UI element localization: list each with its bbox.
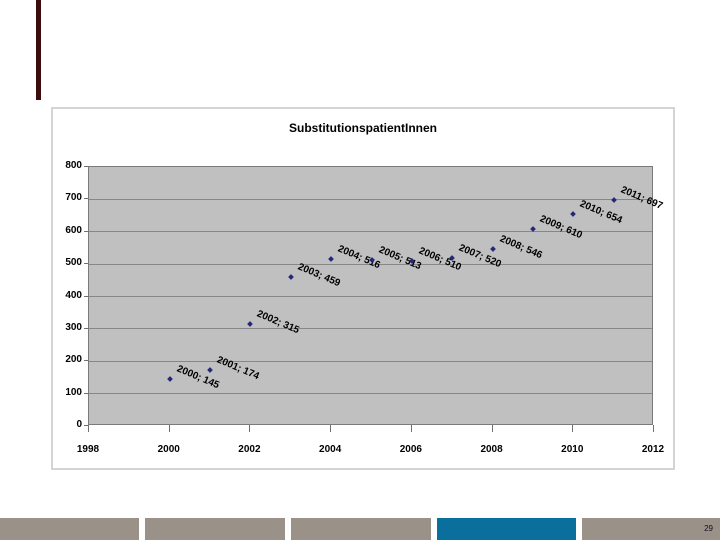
y-axis-tick-label: 600 (65, 224, 82, 236)
data-point-label: 2008; 546 (497, 233, 544, 262)
chart-frame: SubstitutionspatientInnen 2000; 145 2001;… (51, 107, 675, 470)
slide-accent-bar (36, 0, 41, 100)
data-point (570, 211, 577, 218)
plot-area: 2000; 145 2001; 174 2002; 315 2003; 459 2004… (88, 166, 664, 425)
y-axis-tick-label: 800 (65, 160, 82, 171)
y-axis-tick-label: 700 (65, 192, 82, 204)
x-axis-tick-label: 2006 (399, 444, 422, 455)
gridline (89, 263, 652, 265)
data-point-label: 2005; 513 (376, 244, 423, 273)
gridline (89, 231, 652, 233)
y-axis-tick-mark (84, 230, 88, 232)
y-axis-tick-mark (84, 360, 88, 362)
data-point-label: 2002; 315 (255, 308, 302, 337)
data-point (610, 197, 617, 204)
data-point-label: 2009; 610 (537, 212, 584, 241)
footer-bar-segment (0, 518, 139, 540)
y-axis-tick-label: 500 (65, 257, 82, 269)
gridline (89, 393, 652, 395)
data-point-label: 2006; 510 (416, 245, 463, 274)
page-number: 29 (704, 524, 713, 533)
data-point-label: 2007; 520 (457, 242, 504, 270)
gridline (89, 360, 652, 362)
footer-bar-segment (291, 518, 431, 540)
x-axis-tick-mark (330, 425, 332, 432)
y-axis-tick-label: 400 (65, 289, 82, 301)
x-axis-tick-label: 1998 (76, 444, 100, 455)
x-axis-tick-label: 2010 (561, 444, 584, 455)
x-axis-tick-mark (168, 425, 170, 432)
data-point (166, 376, 173, 382)
data-point-label: 2010; 654 (578, 198, 625, 227)
x-axis-tick-label: 2008 (480, 444, 503, 455)
data-point-label: 2003; 459 (295, 261, 342, 290)
data-point-label: 2004; 516 (336, 243, 382, 272)
y-axis-tick-mark (84, 425, 88, 426)
footer-bar-strip (0, 518, 720, 540)
data-point-label: 2000; 145 (174, 363, 221, 392)
footer-bar-highlight (437, 518, 576, 540)
data-point (287, 274, 294, 281)
x-axis-tick-mark (410, 425, 412, 432)
gridline (89, 198, 652, 200)
footer-bar-segment (582, 518, 720, 540)
y-axis-tick-label: 100 (65, 386, 82, 398)
data-point-label: 2001; 174 (215, 354, 261, 382)
y-axis-tick-label: 200 (65, 354, 82, 366)
x-axis-tick-label: 2004 (319, 444, 342, 455)
data-point (489, 246, 496, 253)
x-axis-tick-label: 2002 (238, 444, 261, 455)
y-axis-tick-mark (84, 392, 88, 394)
gridline (89, 328, 652, 330)
x-axis-tick-mark (491, 425, 493, 432)
x-axis-tick-label: 2012 (641, 444, 665, 455)
x-axis-tick-label: 2000 (157, 444, 180, 455)
data-point (247, 321, 254, 327)
gridline (89, 296, 652, 297)
y-axis-tick-mark (84, 295, 88, 297)
x-axis-tick-mark (572, 425, 574, 432)
y-axis-tick-label: 0 (76, 419, 82, 430)
x-axis-tick-mark (88, 425, 89, 432)
x-axis-tick-mark (249, 425, 251, 432)
y-axis-tick-label: 300 (65, 321, 82, 333)
y-axis-tick-mark (84, 166, 88, 167)
data-point (207, 366, 213, 373)
footer-bar-segment (145, 518, 285, 540)
y-axis-tick-mark (84, 263, 88, 265)
x-axis-tick-mark (653, 425, 654, 432)
chart-title: SubstitutionspatientInnen (289, 121, 437, 135)
y-axis-tick-mark (84, 198, 88, 200)
y-axis-tick-mark (84, 327, 88, 329)
data-point (328, 256, 334, 262)
